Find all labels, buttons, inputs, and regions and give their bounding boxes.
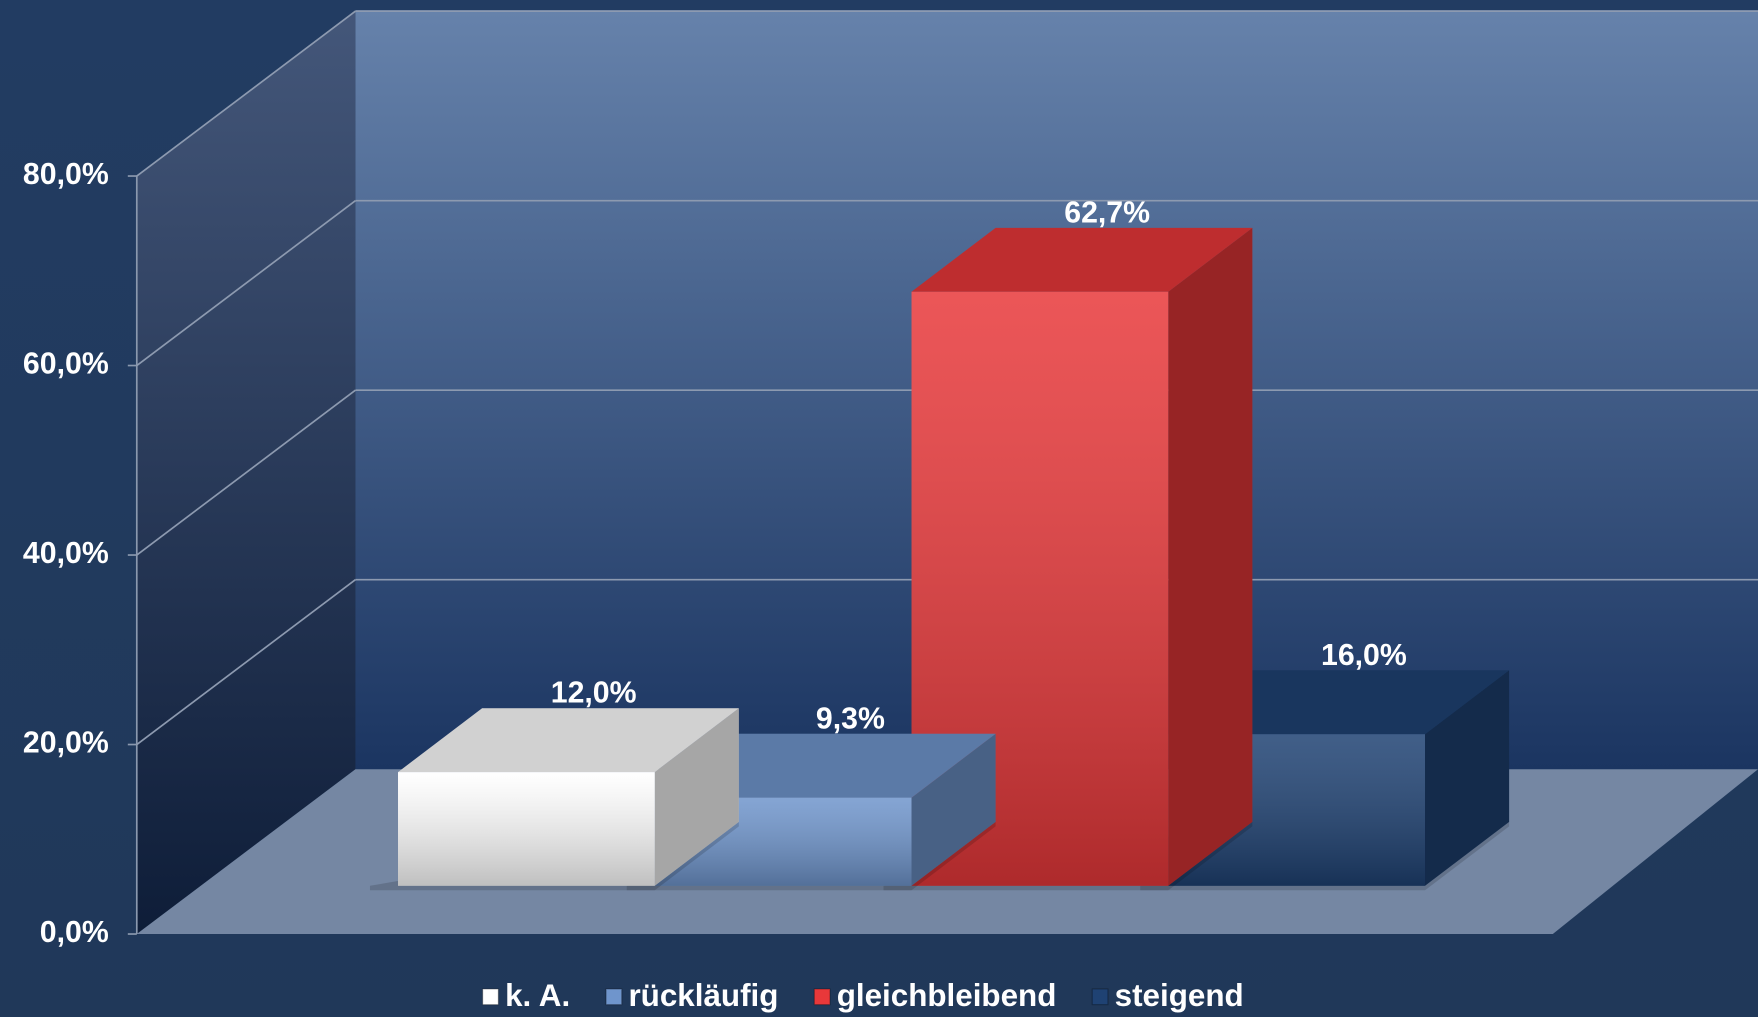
grid-line [136,200,356,367]
bar-side-shade [1168,227,1253,886]
bar-top [654,733,996,798]
bar-side-shade [1425,670,1510,886]
bar-top-shade [1168,670,1510,735]
legend-label: k. A. [505,978,570,1013]
y-tick-label: 40,0% [23,537,109,570]
grid-line [136,579,356,746]
bar-side [911,733,996,886]
bar-shade [398,772,655,886]
bar-top [1168,670,1510,735]
bar-top [398,708,739,773]
data-label: 62,7% [1064,196,1150,229]
y-tick-label: 60,0% [23,348,109,381]
y-tick-label: 0,0% [40,916,109,949]
legend-label: steigend [1115,978,1244,1013]
bar-side [1425,670,1510,886]
data-label: 9,3% [816,702,885,735]
bar-top-shade [911,227,1253,292]
bar-top [911,227,1253,292]
legend-swatch [482,988,499,1006]
bar-side [1168,227,1253,886]
data-label: 16,0% [1321,639,1407,672]
bar-side [654,708,739,886]
y-tick-label: 20,0% [23,727,109,760]
legend-swatch [813,988,831,1006]
bar-top-shade [654,733,996,798]
bar-top-shade [398,708,739,773]
bar-side-shade [911,733,996,886]
y-tick-label: 80,0% [23,158,109,191]
grid-line [136,389,356,556]
legend-label: rückläufig [628,978,778,1013]
legend-label: gleichbleibend [837,978,1057,1013]
grid-line [136,10,356,177]
bar-side-shade [654,708,739,886]
legend-swatch [605,988,623,1006]
data-label: 12,0% [551,677,637,710]
legend-swatch [1091,988,1109,1006]
